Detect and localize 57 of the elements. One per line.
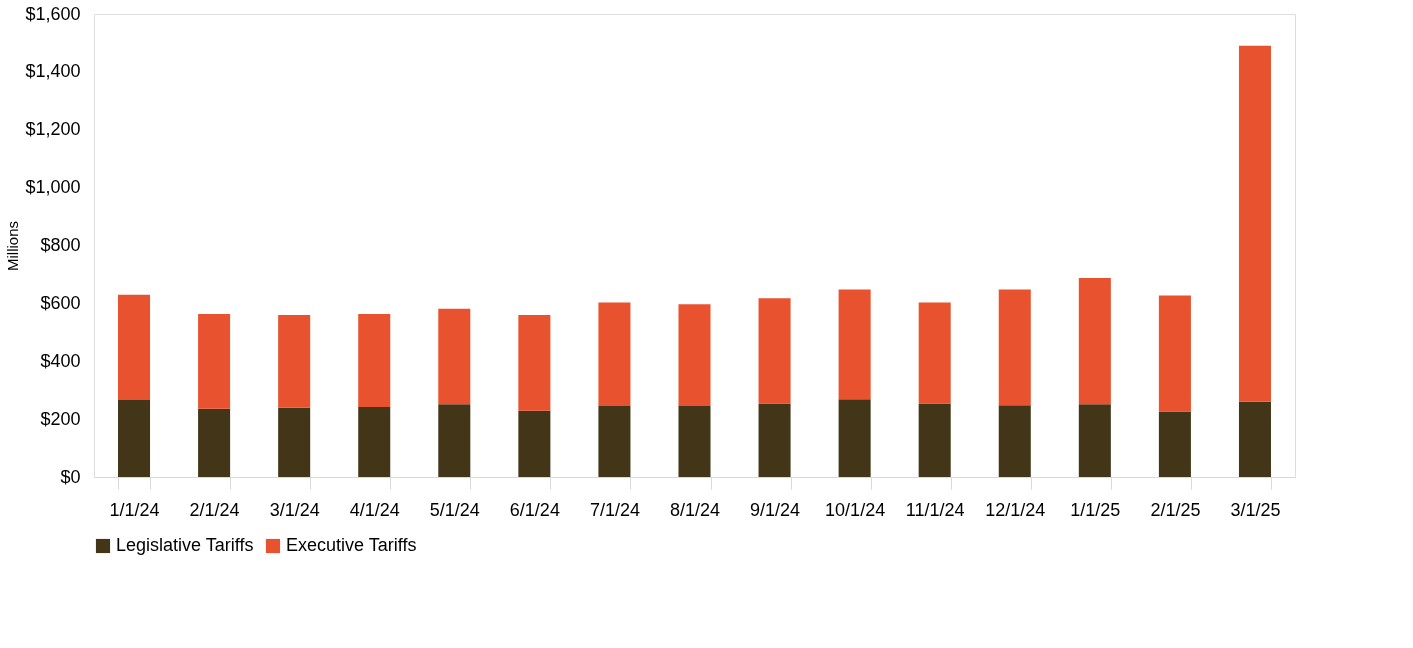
y-tick-label: $1,600	[25, 3, 81, 24]
bar	[678, 304, 711, 407]
y-tick-label: $1,200	[25, 119, 81, 140]
bar	[438, 308, 471, 405]
x-tick-label: 2/1/24	[189, 499, 240, 520]
y-tick-label: $1,400	[25, 61, 81, 82]
bar	[438, 404, 471, 477]
legend-label: Legislative Tariffs	[116, 535, 254, 555]
bar	[198, 408, 231, 477]
bar	[678, 406, 711, 477]
bar	[1158, 411, 1191, 477]
bar	[118, 294, 151, 401]
x-tick-label: 6/1/24	[509, 499, 560, 520]
bar	[1158, 295, 1191, 412]
bar	[838, 399, 871, 477]
x-tick-label: 10/1/24	[825, 499, 886, 520]
bar	[1078, 277, 1111, 405]
bar	[758, 403, 791, 477]
x-tick-label: 8/1/24	[669, 499, 721, 520]
y-tick-label: $600	[40, 292, 81, 313]
bar	[998, 405, 1031, 477]
y-tick-label: $400	[40, 350, 81, 371]
bar	[198, 314, 231, 409]
bar	[598, 302, 631, 407]
x-tick-label: 7/1/24	[589, 499, 640, 520]
y-axis-title: Millions	[4, 220, 22, 272]
x-tick-label: 3/1/24	[269, 499, 320, 520]
bar	[598, 406, 631, 477]
bar	[758, 298, 791, 404]
x-tick-label: 4/1/24	[349, 499, 400, 520]
y-tick-label: $200	[40, 408, 81, 429]
bar	[1238, 401, 1271, 477]
bar	[838, 289, 871, 400]
y-tick-label: $1,000	[25, 177, 81, 198]
bar	[1238, 45, 1271, 402]
bar	[918, 403, 951, 477]
x-tick-label: 2/1/25	[1150, 499, 1201, 520]
bar	[358, 406, 391, 477]
bar	[278, 314, 311, 408]
bar	[518, 314, 551, 411]
x-tick-label: 1/1/24	[109, 499, 160, 520]
bar	[358, 314, 391, 407]
y-tick-label: $800	[40, 235, 81, 255]
x-tick-label: 1/1/25	[1070, 499, 1121, 520]
bar	[1078, 404, 1111, 477]
x-tick-label: 12/1/24	[985, 499, 1046, 520]
legend-label: Executive Tariffs	[286, 535, 417, 555]
x-tick-label: 3/1/25	[1230, 499, 1281, 520]
x-tick-label: 5/1/24	[429, 499, 480, 520]
bar	[278, 407, 311, 477]
bar	[998, 289, 1031, 406]
x-tick-label: 9/1/24	[750, 499, 801, 520]
bar	[918, 302, 951, 404]
y-tick-label: $0	[60, 466, 81, 487]
bar	[118, 400, 151, 477]
bar	[518, 410, 551, 477]
x-tick-label: 11/1/24	[905, 499, 965, 520]
